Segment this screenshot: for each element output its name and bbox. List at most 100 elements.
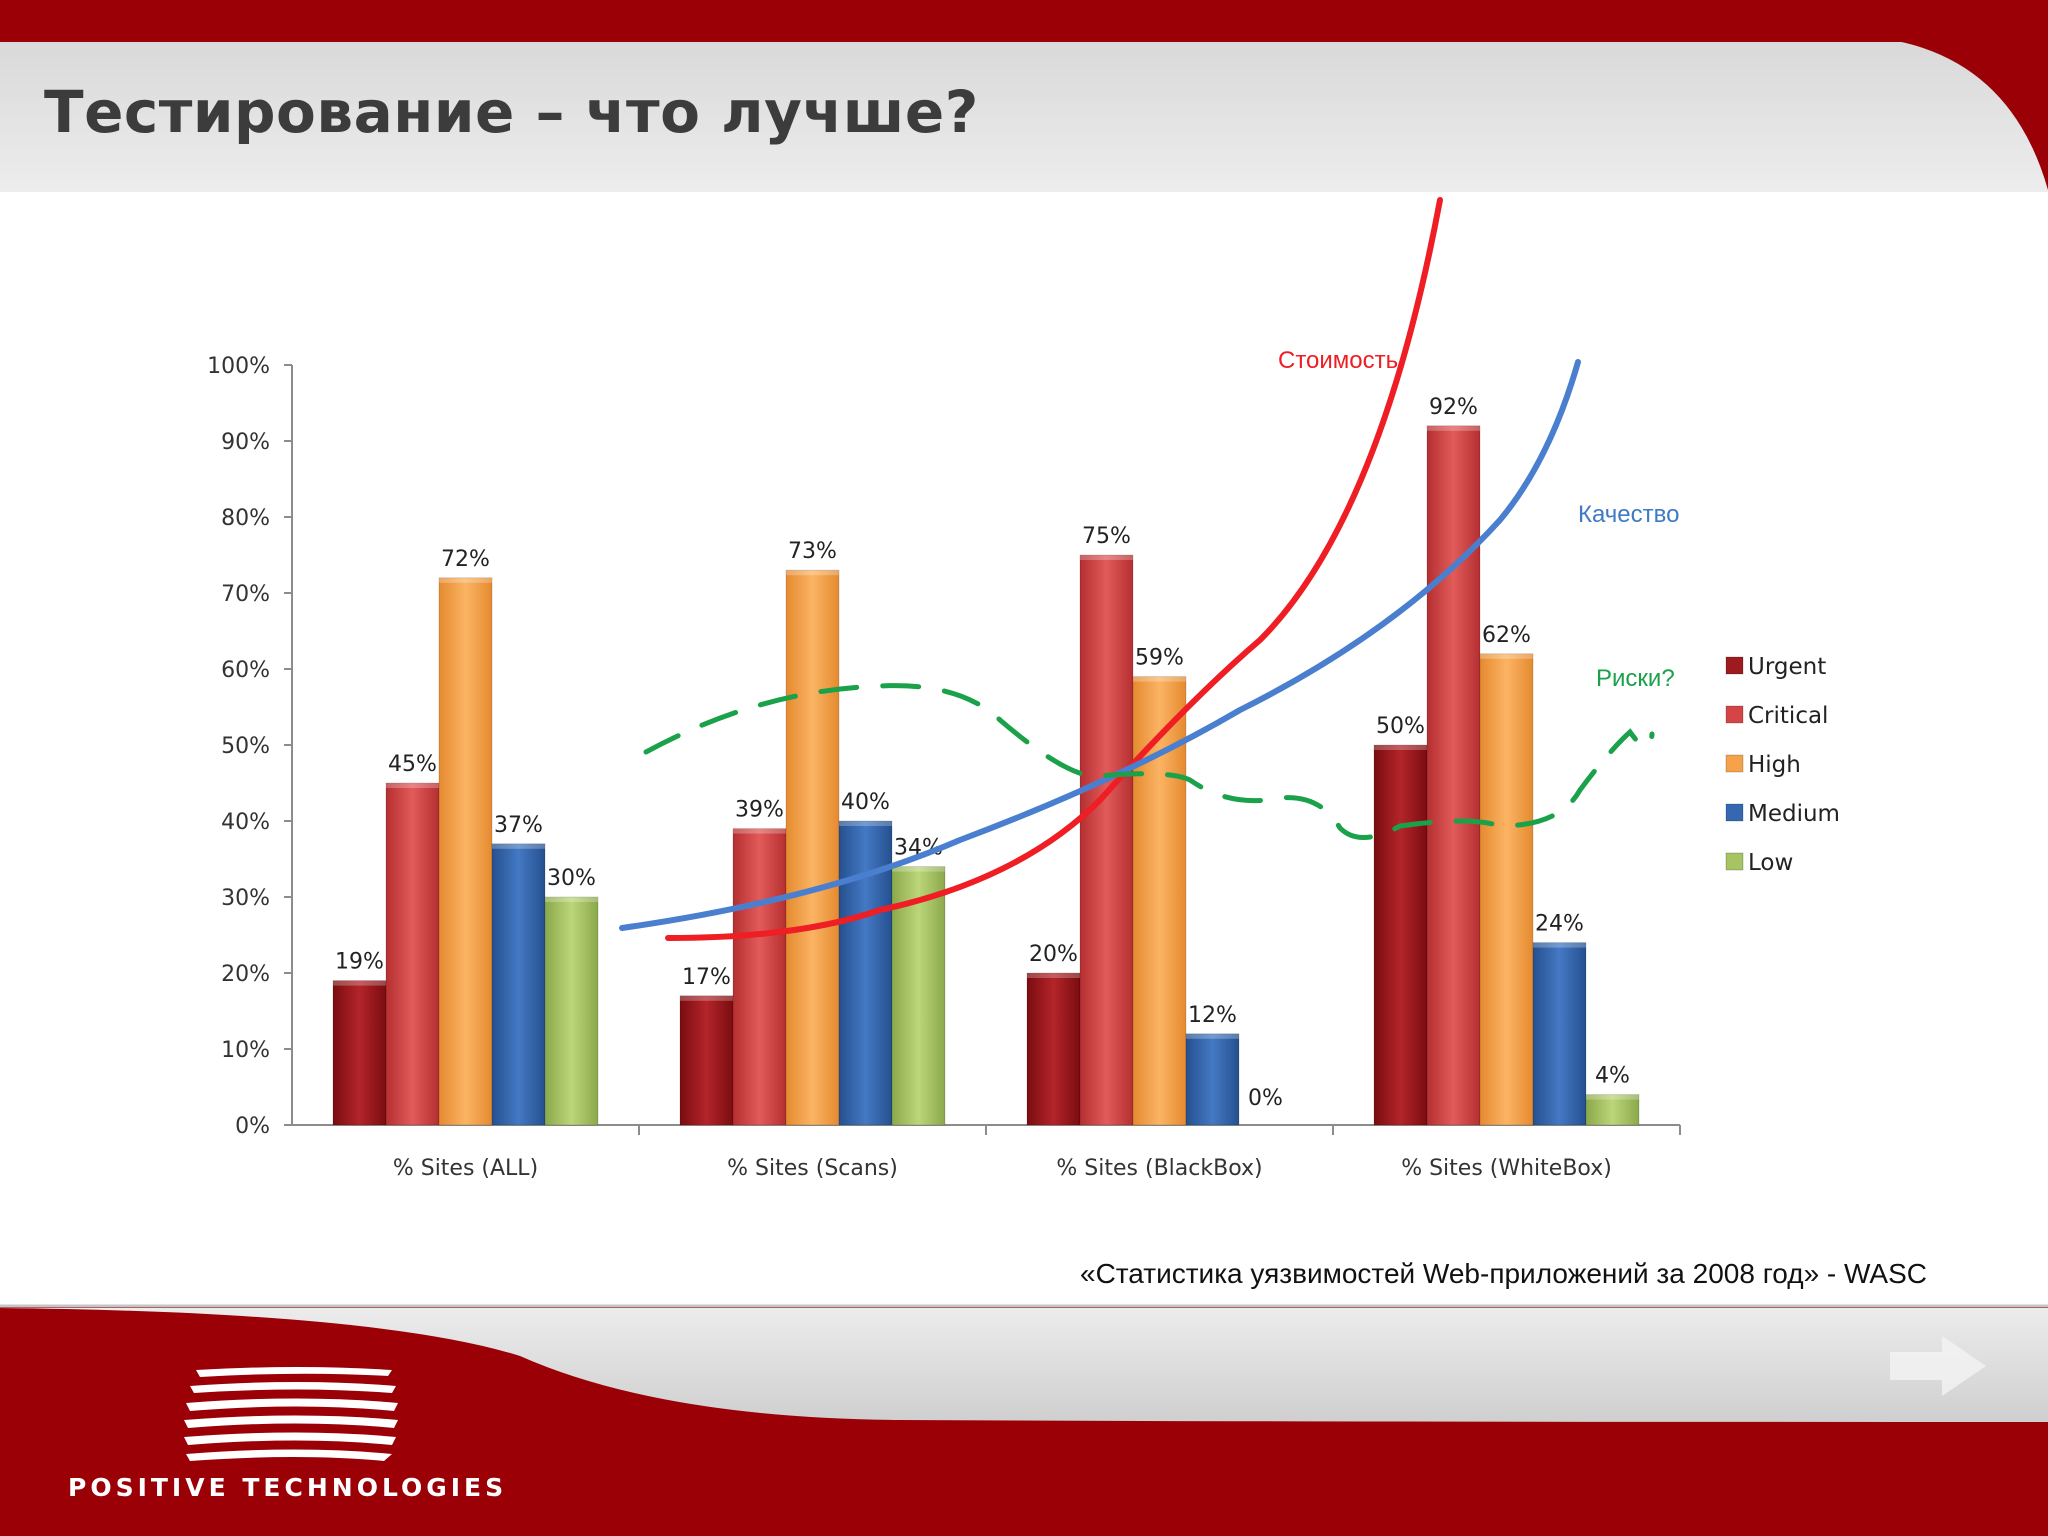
data-label-low: 4%	[1595, 1064, 1630, 1089]
bar-top-highlight	[1480, 653, 1533, 659]
y-tick-label: 30%	[221, 886, 270, 911]
bar-top-highlight	[680, 995, 733, 1001]
header-red-swoosh	[1880, 38, 2048, 190]
legend-label-high: High	[1748, 752, 1801, 778]
bar-critical	[385, 782, 440, 1126]
legend-swatch-low	[1725, 852, 1744, 871]
header-red-band	[0, 0, 2048, 42]
data-label-urgent: 19%	[335, 950, 384, 975]
x-category-label: % Sites (WhiteBox)	[1401, 1156, 1612, 1181]
legend-label-medium: Medium	[1748, 801, 1840, 827]
bar-low	[1585, 1094, 1640, 1126]
data-label-critical: 39%	[735, 798, 784, 823]
company-name: POSITIVE TECHNOLOGIES	[68, 1473, 508, 1502]
data-label-urgent: 17%	[682, 965, 731, 990]
cost-curve	[665, 197, 1443, 941]
legend-label-critical: Critical	[1748, 703, 1828, 729]
bar-top-highlight	[1133, 676, 1186, 682]
bar-top-highlight	[439, 577, 492, 583]
data-label-urgent: 20%	[1029, 942, 1078, 967]
risk-curve	[643, 683, 1655, 840]
bar-critical	[732, 828, 787, 1126]
bar-top-highlight	[333, 980, 386, 986]
data-label-medium: 40%	[841, 790, 890, 815]
header-gray-band	[0, 42, 2048, 192]
bar-critical	[1426, 425, 1481, 1126]
bar-urgent	[332, 980, 387, 1126]
data-label-low: 0%	[1248, 1086, 1283, 1111]
company-logo	[184, 1367, 398, 1461]
next-arrow-icon[interactable]	[1890, 1336, 1986, 1396]
bar-top-highlight	[1080, 555, 1133, 560]
data-label-medium: 12%	[1188, 1003, 1237, 1028]
y-tick-label: 80%	[221, 506, 270, 531]
bar-top-highlight	[386, 783, 439, 788]
bar-top-highlight	[892, 866, 945, 872]
bar-low	[544, 896, 599, 1126]
bar-high	[438, 577, 493, 1126]
bar-critical	[1079, 554, 1134, 1126]
data-label-high: 62%	[1482, 623, 1531, 648]
chart-bars	[332, 425, 1640, 1126]
x-category-label: % Sites (ALL)	[393, 1156, 538, 1181]
x-category-label: % Sites (BlackBox)	[1056, 1156, 1262, 1181]
legend-swatch-high	[1725, 754, 1744, 773]
legend-swatch-urgent	[1725, 656, 1744, 675]
bar-medium	[1532, 942, 1587, 1126]
y-tick-label: 60%	[221, 658, 270, 683]
y-tick-label: 10%	[221, 1038, 270, 1063]
bar-medium	[491, 843, 546, 1126]
bar-top-highlight	[492, 843, 545, 849]
cost-annotation: Стоимость	[1278, 347, 1398, 374]
bar-high	[1479, 653, 1534, 1126]
bar-top-highlight	[1027, 973, 1080, 978]
y-tick-label: 0%	[235, 1114, 270, 1139]
risk-annotation: Риски?	[1596, 665, 1675, 692]
bar-top-highlight	[839, 821, 892, 826]
x-category-label: % Sites (Scans)	[727, 1156, 898, 1181]
chart-data-labels: 19% 17% 20% 50% 45% 39% 75% 92% 72% 73% 59% 62% 37% 4…	[335, 395, 1630, 1111]
bar-low	[891, 866, 946, 1126]
bar-urgent	[1373, 744, 1428, 1126]
data-label-low: 30%	[547, 866, 596, 891]
bar-top-highlight	[1186, 1033, 1239, 1039]
data-label-medium: 24%	[1535, 912, 1584, 937]
data-label-critical: 75%	[1082, 524, 1131, 549]
bar-top-highlight	[1427, 425, 1480, 431]
legend-label-urgent: Urgent	[1748, 654, 1826, 680]
bar-urgent	[1026, 972, 1081, 1126]
bar-high	[785, 569, 840, 1126]
chart-legend: Urgent Critical High Medium Low	[1725, 654, 1840, 876]
bar-top-highlight	[1586, 1094, 1639, 1100]
legend-swatch-medium	[1725, 803, 1744, 822]
legend-label-low: Low	[1748, 850, 1793, 876]
data-label-high: 73%	[788, 539, 837, 564]
bar-top-highlight	[733, 828, 786, 834]
data-label-urgent: 50%	[1376, 714, 1425, 739]
data-label-critical: 45%	[388, 752, 437, 777]
y-tick-label: 100%	[207, 354, 270, 379]
source-caption: «Статистика уязвимостей Web-приложений з…	[1080, 1258, 1927, 1289]
data-label-medium: 37%	[494, 813, 543, 838]
data-label-critical: 92%	[1429, 395, 1478, 420]
bar-top-highlight	[545, 897, 598, 902]
bar-urgent	[679, 995, 734, 1126]
bar-top-highlight	[1374, 745, 1427, 750]
data-label-high: 59%	[1135, 646, 1184, 671]
y-tick-label: 40%	[221, 810, 270, 835]
quality-curve	[619, 359, 1581, 931]
y-tick-label: 50%	[221, 734, 270, 759]
footer-gray-swoosh	[0, 1308, 2048, 1422]
y-tick-label: 90%	[221, 430, 270, 455]
page-title: Тестирование – что лучше?	[44, 78, 979, 146]
legend-swatch-critical	[1725, 705, 1744, 724]
bar-top-highlight	[786, 570, 839, 576]
bar-top-highlight	[1533, 942, 1586, 948]
y-tick-label: 20%	[221, 962, 270, 987]
bar-medium	[1185, 1033, 1240, 1126]
quality-annotation: Качество	[1578, 501, 1679, 528]
y-tick-label: 70%	[221, 582, 270, 607]
data-label-high: 72%	[441, 547, 490, 572]
